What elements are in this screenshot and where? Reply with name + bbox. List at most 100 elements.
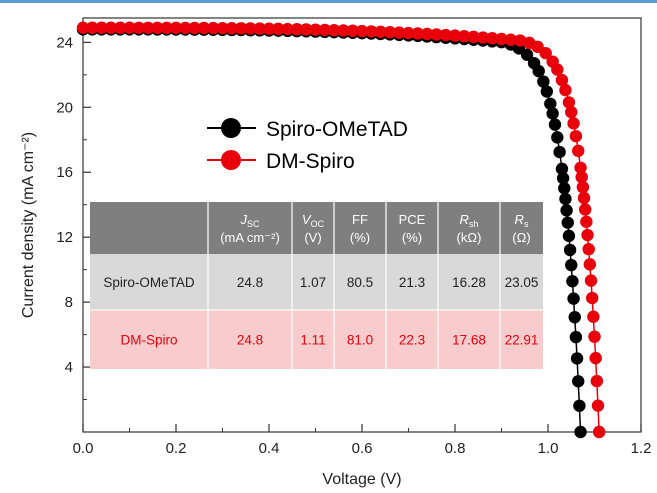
data-point [179, 21, 192, 35]
x-tick-label: 0.4 [259, 440, 280, 457]
data-point [365, 25, 378, 38]
data-point [383, 25, 397, 39]
parameter-table: JSC(mA cm⁻²) VOC(V) FF (%) PCE (%) Rsh(kΩ) Rs(Ω… [90, 202, 543, 369]
data-point [281, 22, 294, 36]
data-point [572, 375, 585, 388]
data-point [573, 399, 586, 412]
data-point [225, 22, 238, 35]
data-point [585, 291, 599, 305]
data-point [290, 23, 304, 36]
data-point [551, 63, 564, 76]
data-point [262, 22, 276, 35]
table-cell: 1.07 [300, 275, 326, 290]
data-point [580, 215, 593, 228]
table-cell: 80.5 [347, 275, 373, 290]
data-point [244, 22, 257, 35]
data-point [169, 21, 183, 35]
data-point [577, 191, 591, 205]
data-point [588, 330, 601, 343]
table-header-bg [90, 202, 543, 254]
data-point [393, 26, 406, 39]
data-point [532, 64, 545, 78]
data-point [546, 107, 559, 120]
data-point [337, 24, 350, 37]
data-point [318, 23, 331, 37]
data-point [582, 242, 595, 256]
data-point [513, 34, 527, 47]
data-point [566, 275, 579, 288]
data-point [572, 144, 585, 158]
data-point [555, 162, 569, 176]
data-point [562, 229, 576, 243]
data-point [309, 23, 322, 36]
data-point [402, 26, 415, 40]
data-point [560, 204, 573, 217]
data-point [553, 145, 566, 159]
y-tick-label: 12 [56, 229, 73, 246]
data-point [76, 21, 90, 34]
data-point [160, 21, 173, 35]
data-point [123, 21, 136, 34]
data-point [569, 330, 583, 344]
table-header-unit: (mA cm⁻²) [220, 230, 280, 245]
data-point [567, 292, 580, 305]
data-point [569, 129, 583, 143]
table-cell: 21.3 [399, 275, 425, 290]
data-point [559, 192, 572, 206]
series-layer [76, 21, 606, 439]
legend-label: DM-Spiro [266, 150, 355, 173]
data-point [327, 23, 341, 37]
data-point [439, 28, 452, 42]
y-axis-title: Current density (mA cm⁻²) [20, 132, 37, 318]
top-accent-bar [0, 0, 657, 3]
table-header-cell: Rs [515, 212, 529, 229]
table-header-unit: (%) [402, 230, 422, 245]
data-point [574, 161, 587, 174]
data-point [197, 21, 211, 35]
data-point [476, 31, 490, 44]
data-point [570, 352, 584, 365]
data-point [504, 33, 517, 46]
x-tick-label: 0.8 [445, 440, 466, 457]
x-tick-label: 0.2 [166, 440, 187, 457]
y-tick-label: 24 [56, 34, 73, 51]
y-tick-label: 4 [65, 359, 73, 376]
data-point [563, 243, 577, 257]
y-tick-label: 20 [56, 99, 73, 116]
data-point [114, 21, 127, 34]
data-point [551, 131, 564, 144]
x-tick-label: 0.0 [73, 440, 94, 457]
x-tick-label: 1.0 [538, 440, 559, 457]
data-point [587, 310, 600, 323]
data-point [567, 117, 580, 130]
data-point [568, 310, 581, 324]
table-header-unit: (Ω) [512, 230, 530, 245]
legend-marker [221, 118, 241, 138]
data-point [583, 258, 597, 271]
data-point [589, 351, 602, 365]
table-cell: 17.68 [452, 333, 486, 348]
y-tick-label: 8 [65, 294, 73, 311]
data-point [86, 21, 99, 34]
table-row-label: Spiro-OMeTAD [103, 275, 195, 290]
data-point [555, 73, 569, 87]
x-tick-label: 1.2 [631, 440, 652, 457]
data-point [374, 25, 387, 38]
data-point [574, 425, 587, 439]
data-point [346, 24, 359, 37]
data-point [486, 32, 499, 45]
legend: Spiro-OMeTAD DM-Spiro [207, 118, 408, 173]
data-point [537, 75, 550, 88]
legend-marker [221, 150, 241, 170]
data-point [575, 170, 588, 184]
table-cell: 1.11 [300, 333, 325, 348]
table-header-cell: VOC [302, 212, 325, 229]
data-point [576, 180, 590, 194]
table-header-cell: JSC [239, 212, 260, 229]
data-point [411, 27, 424, 40]
data-point [579, 203, 592, 216]
data-point [565, 105, 578, 119]
data-point [420, 27, 434, 41]
data-point [430, 28, 443, 41]
